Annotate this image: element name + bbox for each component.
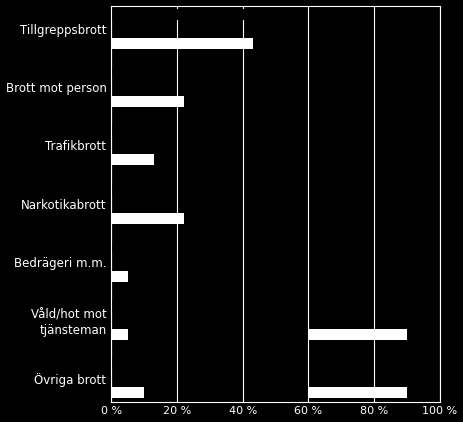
Bar <box>111 358 144 369</box>
Bar <box>308 387 407 398</box>
Bar <box>111 67 161 78</box>
Bar <box>111 9 253 20</box>
Bar <box>111 96 184 107</box>
Bar <box>111 300 121 311</box>
Bar <box>111 154 154 165</box>
Bar <box>111 242 121 253</box>
Bar <box>111 184 157 195</box>
Bar <box>111 387 144 398</box>
Bar <box>111 125 144 136</box>
Bar <box>111 271 128 282</box>
Bar <box>111 213 184 224</box>
Bar <box>308 329 407 340</box>
Bar <box>111 329 128 340</box>
Bar <box>111 38 253 49</box>
